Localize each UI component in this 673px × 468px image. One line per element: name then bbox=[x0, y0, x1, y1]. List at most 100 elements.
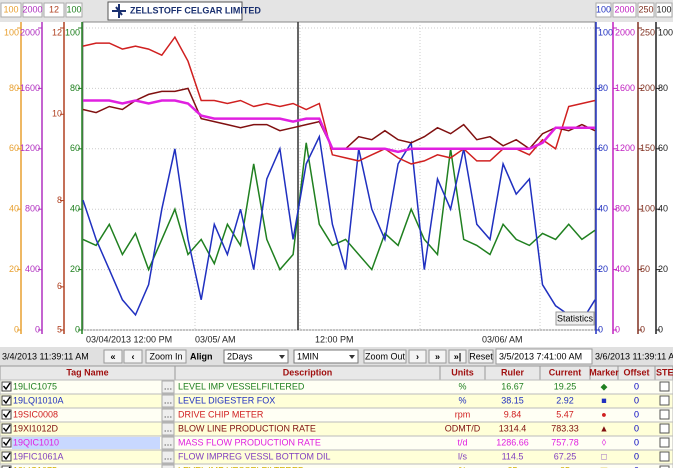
logo-icon bbox=[112, 4, 126, 18]
axis-tick-label: 0 bbox=[35, 324, 40, 334]
axis-tick-label: 20 bbox=[9, 264, 19, 274]
axis-tick-label: 100 bbox=[65, 27, 80, 37]
reset-button[interactable] bbox=[468, 349, 494, 364]
cell-offset: 0 bbox=[634, 465, 639, 468]
axis-tick-label: 40 bbox=[70, 204, 80, 214]
cell-current: 5.47 bbox=[556, 409, 574, 419]
checkbox[interactable] bbox=[1, 451, 12, 462]
axis-range-label: 100 bbox=[656, 4, 671, 14]
back-button[interactable] bbox=[103, 349, 123, 364]
ste-box[interactable] bbox=[659, 395, 670, 406]
cell-description: LEVEL IMP VESSELFILTERED bbox=[178, 465, 305, 468]
forward-button[interactable] bbox=[448, 349, 467, 364]
cell-marker: □ bbox=[601, 451, 607, 461]
axis-range-label: 250 bbox=[638, 4, 653, 14]
cell-ruler: 25 bbox=[507, 465, 517, 468]
cell-offset: 0 bbox=[634, 381, 639, 391]
zoom-in-button[interactable] bbox=[145, 349, 187, 364]
cell-tag: 19QIC1010 bbox=[13, 437, 59, 447]
checkbox[interactable] bbox=[1, 395, 12, 406]
axis-tick-label: 10 bbox=[52, 109, 62, 119]
axis-tick-label: 8 bbox=[57, 195, 62, 205]
ste-box[interactable] bbox=[659, 423, 670, 434]
more-button[interactable] bbox=[161, 394, 175, 408]
axis-tick-label: 1600 bbox=[20, 83, 40, 93]
ste-box[interactable] bbox=[659, 381, 670, 392]
cell-description: DRIVE CHIP METER bbox=[178, 409, 264, 419]
cell-tag: 19LIC1075 bbox=[13, 381, 57, 391]
cell-tag: 19FIC1061A bbox=[13, 451, 64, 461]
axis-tick-label: 12 bbox=[52, 27, 62, 37]
axis-tick-label: 250 bbox=[640, 27, 655, 37]
checkmark bbox=[2, 452, 11, 461]
axis-tick-label: 0 bbox=[640, 324, 645, 334]
axis-tick-label: 0 bbox=[75, 324, 80, 334]
axis-tick-label: 2000 bbox=[615, 27, 635, 37]
checkbox[interactable] bbox=[1, 381, 12, 392]
cell-ruler: 1314.4 bbox=[499, 423, 527, 433]
axis-top-box bbox=[655, 2, 673, 18]
x-tick-label: 03/06/ AM bbox=[482, 334, 523, 344]
cell-description: LEVEL IMP VESSELFILTERED bbox=[178, 381, 305, 391]
select[interactable] bbox=[223, 349, 289, 364]
axis-tick-label: 50 bbox=[640, 264, 650, 274]
align-label: Align bbox=[190, 351, 213, 361]
more-dots: … bbox=[164, 381, 173, 391]
axis-tick-label: 80 bbox=[658, 83, 668, 93]
header-cell: Marker bbox=[589, 367, 619, 377]
axis-tick-label: 80 bbox=[598, 83, 608, 93]
forward-button[interactable] bbox=[408, 349, 427, 364]
checkbox[interactable] bbox=[1, 437, 12, 448]
cell-current: 19.25 bbox=[554, 381, 577, 391]
back-button[interactable] bbox=[123, 349, 143, 364]
trend-line bbox=[82, 142, 596, 272]
cell-offset: 0 bbox=[634, 437, 639, 447]
header-cell: Ruler bbox=[501, 367, 525, 377]
axis-tick-label: 800 bbox=[615, 204, 630, 214]
zoom-out-button-label: Zoom Out bbox=[365, 351, 406, 361]
ste-box[interactable] bbox=[659, 465, 670, 468]
more-button[interactable] bbox=[161, 380, 175, 394]
checkmark bbox=[2, 438, 11, 447]
end-time: 3/6/2013 11:39:11 AM bbox=[595, 351, 673, 361]
more-button[interactable] bbox=[161, 408, 175, 422]
cell-tag: 19SIC0008 bbox=[13, 409, 58, 419]
axis-tick-label: 5 bbox=[57, 324, 62, 334]
axis-tick-label: 80 bbox=[70, 83, 80, 93]
axis-range-label: 2000 bbox=[22, 4, 42, 14]
more-dots: … bbox=[164, 437, 173, 447]
statistics-button[interactable] bbox=[555, 311, 595, 326]
ste-box[interactable] bbox=[659, 409, 670, 420]
reset-button-label: Reset bbox=[469, 351, 493, 361]
axis-tick-label: 40 bbox=[598, 204, 608, 214]
x-tick-label: 03/04/2013 12:00 PM bbox=[86, 334, 172, 344]
cell-offset: 0 bbox=[634, 395, 639, 405]
more-button[interactable] bbox=[161, 450, 175, 464]
forward-button[interactable] bbox=[428, 349, 447, 364]
cell-description: BLOW LINE PRODUCTION RATE bbox=[178, 423, 316, 433]
more-button[interactable] bbox=[161, 436, 175, 450]
zoom-out-button[interactable] bbox=[363, 349, 407, 364]
axis-range-label: 100 bbox=[596, 4, 611, 14]
axis-tick-label: 1200 bbox=[615, 143, 635, 153]
axis-top-box bbox=[43, 2, 65, 18]
select[interactable] bbox=[293, 349, 359, 364]
checkbox[interactable] bbox=[1, 465, 12, 468]
table-row bbox=[0, 463, 673, 468]
axis-tick-label: 40 bbox=[658, 204, 668, 214]
checkbox[interactable] bbox=[1, 423, 12, 434]
axis-tick-label: 60 bbox=[598, 143, 608, 153]
ste-box[interactable] bbox=[659, 437, 670, 448]
more-button[interactable] bbox=[161, 464, 175, 468]
axis-tick-label: 800 bbox=[25, 204, 40, 214]
axis-tick-label: 80 bbox=[9, 83, 19, 93]
cell-marker: ▲ bbox=[600, 423, 609, 433]
cell-offset: 0 bbox=[634, 451, 639, 461]
more-button[interactable] bbox=[161, 422, 175, 436]
cell-units: l/s bbox=[458, 451, 468, 461]
header-cell: Offset bbox=[623, 367, 649, 377]
select-arrow bbox=[349, 355, 355, 359]
ste-box[interactable] bbox=[659, 451, 670, 462]
checkbox[interactable] bbox=[1, 409, 12, 420]
axis-range-label: 2000 bbox=[614, 4, 634, 14]
